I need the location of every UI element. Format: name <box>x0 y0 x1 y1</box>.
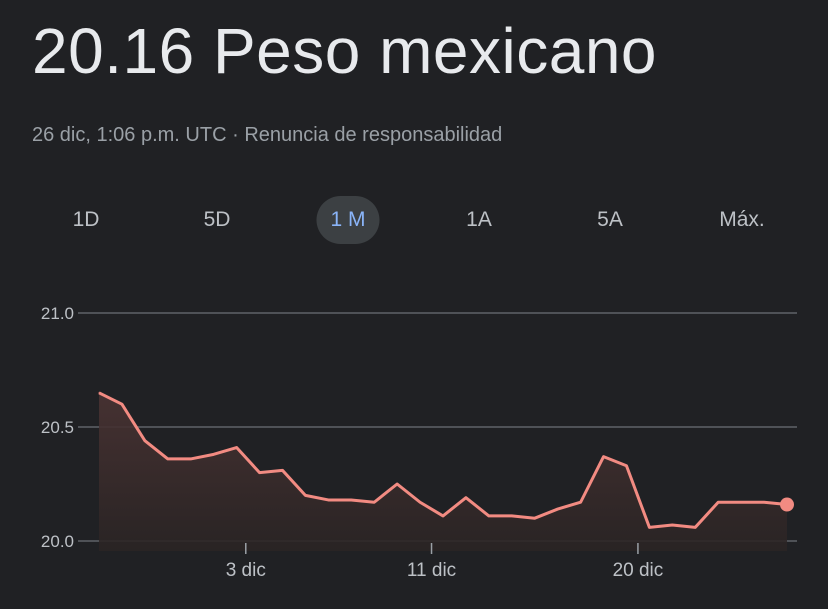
data-point <box>603 456 605 458</box>
tab-1d[interactable]: 1D <box>72 208 100 231</box>
tab-1m[interactable]: 1 M <box>316 196 380 244</box>
data-point <box>717 501 719 503</box>
y-tick-label: 21.0 <box>41 304 74 323</box>
x-tick-label: 20 dic <box>613 560 664 581</box>
data-point <box>236 447 238 449</box>
tab-1a[interactable]: 1A <box>466 208 492 231</box>
x-tick-label: 3 dic <box>226 560 266 581</box>
data-point <box>144 440 146 442</box>
data-point <box>259 472 261 474</box>
tab-5a[interactable]: 5A <box>597 208 623 231</box>
current-price-point <box>780 497 794 512</box>
range-tabs: 1D 5D 1 M 1A 5A Máx. <box>0 196 828 244</box>
data-point <box>671 524 673 526</box>
y-tick-label: 20.0 <box>41 532 74 551</box>
data-point <box>580 501 582 503</box>
data-point <box>763 501 765 503</box>
data-point <box>121 403 123 405</box>
page-title: 20.16 Peso mexicano <box>32 15 657 87</box>
data-point <box>511 515 513 517</box>
tab-max[interactable]: Máx. <box>719 208 765 231</box>
data-point <box>740 501 742 503</box>
data-point <box>373 501 375 503</box>
data-point <box>190 458 192 460</box>
data-point <box>465 497 467 499</box>
timestamp: 26 dic, 1:06 p.m. UTC <box>32 124 227 146</box>
data-point <box>304 494 306 496</box>
data-point <box>442 515 444 517</box>
y-tick-label: 20.5 <box>41 418 74 437</box>
data-point <box>557 508 559 510</box>
data-point <box>350 499 352 501</box>
disclaimer-link[interactable]: Renuncia de responsabilidad <box>244 124 503 146</box>
data-point <box>534 517 536 519</box>
data-point <box>167 458 169 460</box>
data-point <box>694 526 696 528</box>
data-point <box>396 483 398 485</box>
data-point <box>98 392 100 394</box>
data-point <box>419 501 421 503</box>
data-point <box>488 515 490 517</box>
area-fill <box>99 392 787 551</box>
tab-5d[interactable]: 5D <box>203 208 231 231</box>
separator: · <box>226 124 245 146</box>
data-point <box>648 526 650 528</box>
x-tick-label: 11 dic <box>407 560 456 581</box>
data-point <box>327 499 329 501</box>
data-point <box>625 465 627 467</box>
data-point <box>213 453 215 455</box>
data-point <box>281 469 283 471</box>
subtitle: 26 dic, 1:06 p.m. UTC · Renuncia de resp… <box>32 124 502 147</box>
